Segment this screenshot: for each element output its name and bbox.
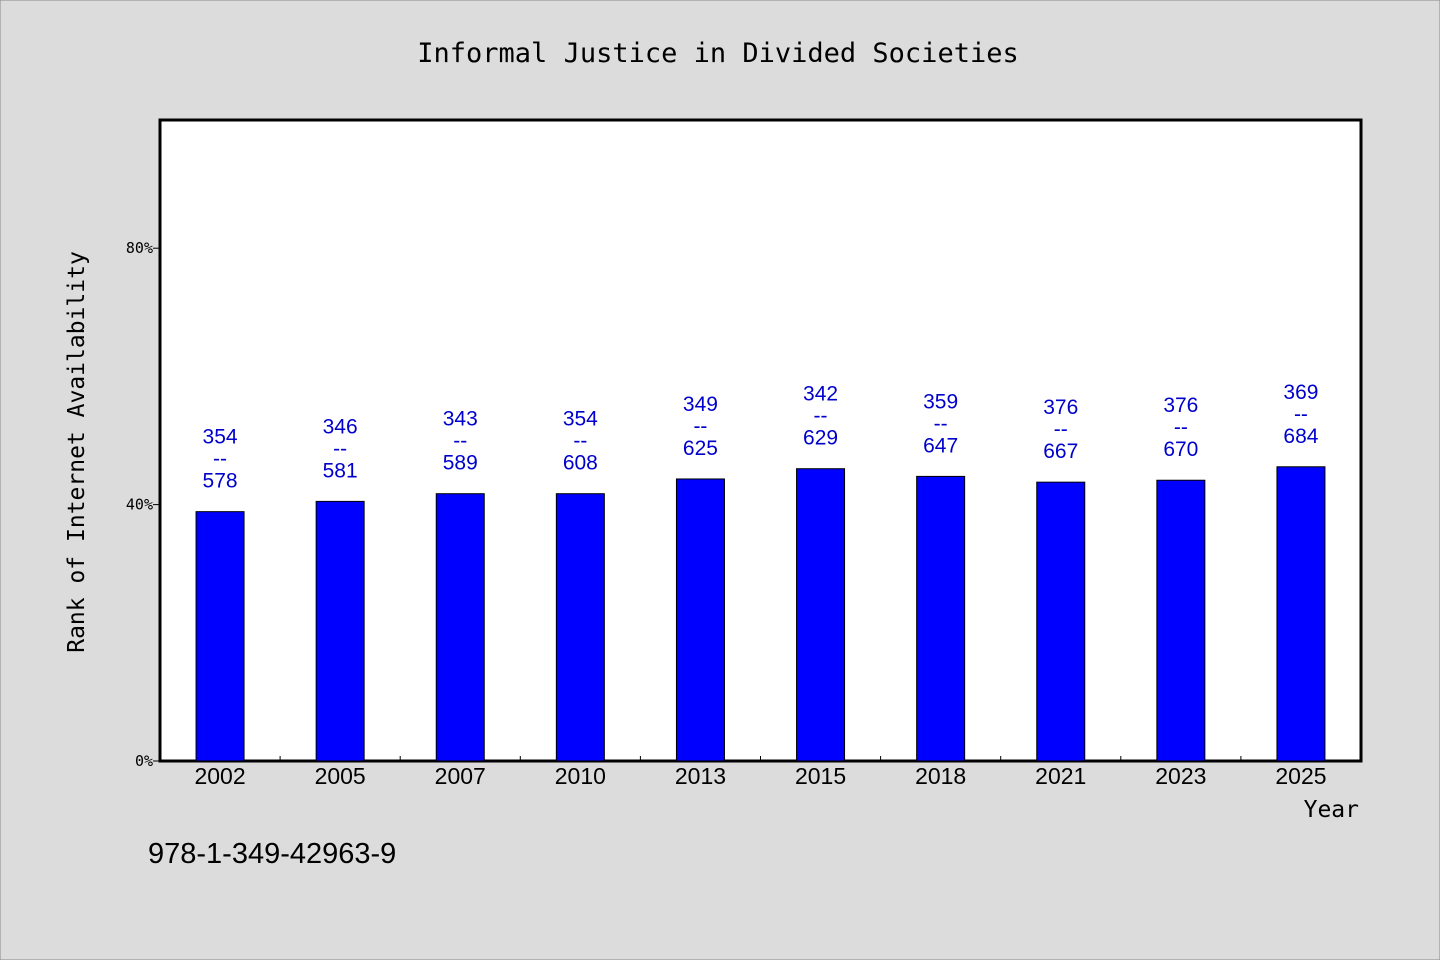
data-label-bottom: 670 xyxy=(1163,438,1198,461)
data-label-separator: -- xyxy=(573,430,587,453)
data-label-bottom: 647 xyxy=(923,434,958,457)
data-label-bottom: 629 xyxy=(803,427,838,450)
data-label-bottom: 667 xyxy=(1043,440,1078,463)
data-label-separator: -- xyxy=(213,448,227,471)
data-label-top: 376 xyxy=(1043,396,1078,419)
data-label-separator: -- xyxy=(1294,403,1308,426)
x-tick-label: 2010 xyxy=(555,763,606,789)
data-label-separator: -- xyxy=(934,412,948,435)
data-label-bottom: 578 xyxy=(203,470,238,493)
data-label-bottom: 589 xyxy=(443,452,478,475)
axis-ticks: 0% 40% 80% 2002 2005 2007 2010 2013 2015 2018 2021… xyxy=(126,239,1327,789)
bar-2013 xyxy=(675,478,725,762)
bar-2002 xyxy=(195,511,245,762)
chart-title: Informal Justice in Divided Societies xyxy=(417,38,1018,69)
data-label-separator: -- xyxy=(453,430,467,453)
data-label-top: 359 xyxy=(923,390,958,413)
y-tick-label: 40% xyxy=(126,496,153,514)
data-label-bottom: 684 xyxy=(1283,425,1318,448)
data-label-top: 354 xyxy=(203,426,238,449)
data-label-top: 369 xyxy=(1283,381,1318,404)
bar-2005 xyxy=(315,500,365,762)
data-label-top: 343 xyxy=(443,408,478,431)
bar-2021 xyxy=(1036,481,1086,762)
data-label-separator: -- xyxy=(693,415,707,438)
bar-2010 xyxy=(555,493,605,762)
x-tick-label: 2018 xyxy=(915,763,966,789)
bar-2025 xyxy=(1276,466,1326,762)
y-tick-label: 80% xyxy=(126,239,153,257)
y-axis-title: Rank of Internet Availability xyxy=(64,251,90,653)
bar-2023 xyxy=(1156,479,1206,762)
y-tick-label: 0% xyxy=(135,752,153,770)
x-tick-label: 2005 xyxy=(315,763,366,789)
data-label-top: 349 xyxy=(683,393,718,416)
bar-2018 xyxy=(916,475,966,762)
data-label-bottom: 625 xyxy=(683,437,718,460)
data-label-separator: -- xyxy=(814,405,828,428)
data-label-separator: -- xyxy=(1054,418,1068,441)
x-tick-label: 2007 xyxy=(435,763,486,789)
x-tick-label: 2015 xyxy=(795,763,846,789)
x-tick-label: 2002 xyxy=(194,763,245,789)
x-tick-label: 2013 xyxy=(675,763,726,789)
data-label-separator: -- xyxy=(333,437,347,460)
data-label-top: 376 xyxy=(1163,394,1198,417)
x-axis-title: Year xyxy=(1304,797,1359,823)
x-tick-label: 2021 xyxy=(1035,763,1086,789)
data-labels: 354--578346--581343--589354--608349--625… xyxy=(203,381,1319,493)
data-label-separator: -- xyxy=(1174,416,1188,439)
bar-2015 xyxy=(796,468,846,762)
bar-2007 xyxy=(435,493,485,762)
x-tick-label: 2023 xyxy=(1155,763,1206,789)
data-label-bottom: 581 xyxy=(323,459,358,482)
isbn-text: 978-1-349-42963-9 xyxy=(148,838,396,870)
x-tick-label: 2025 xyxy=(1275,763,1326,789)
data-label-top: 354 xyxy=(563,408,598,431)
data-label-top: 342 xyxy=(803,383,838,406)
data-label-top: 346 xyxy=(323,415,358,438)
bars xyxy=(195,466,1326,762)
data-label-bottom: 608 xyxy=(563,452,598,475)
